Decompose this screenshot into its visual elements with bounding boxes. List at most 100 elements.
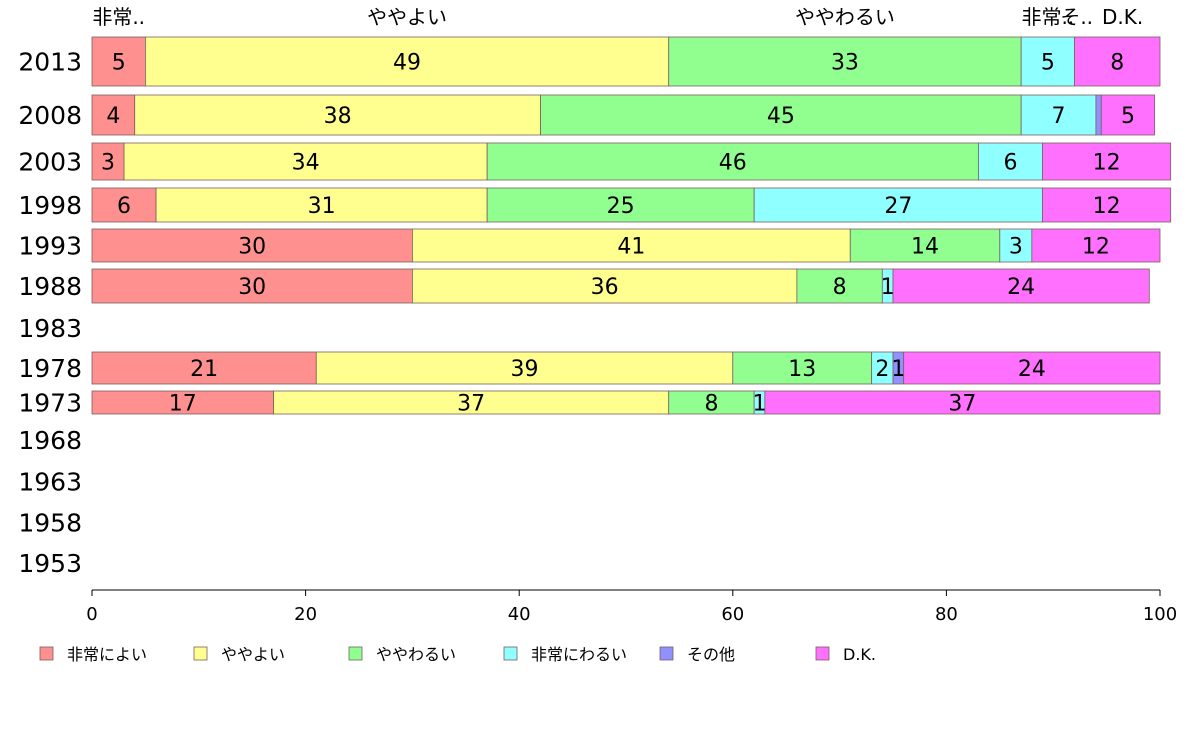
data-label: 37 <box>948 392 976 417</box>
data-label: 21 <box>190 357 218 382</box>
bar-segment <box>486 142 979 181</box>
bar-segment <box>764 390 1161 415</box>
legend-label: ややわるい <box>376 645 456 664</box>
x-tick-label: 0 <box>86 604 97 625</box>
x-tick-label: 40 <box>508 604 531 625</box>
year-label: 1978 <box>18 354 82 383</box>
bar-segment <box>144 36 670 87</box>
data-label: 41 <box>617 235 645 260</box>
data-label: 38 <box>324 104 352 129</box>
x-tick-label: 100 <box>1143 604 1177 625</box>
legend-label: D.K. <box>843 645 876 664</box>
data-label: 5 <box>1041 51 1055 76</box>
bar-segment <box>540 94 1022 136</box>
bar-segment <box>1042 187 1172 223</box>
legend-label: 非常にわるい <box>531 645 627 664</box>
data-label: 2 <box>875 357 889 382</box>
legend-swatch <box>659 646 674 661</box>
data-label: 4 <box>106 104 120 129</box>
bar-segment <box>999 228 1033 263</box>
data-label: 8 <box>704 392 718 417</box>
data-label: 36 <box>591 275 619 300</box>
data-label: 49 <box>393 51 421 76</box>
year-label: 2013 <box>18 48 82 77</box>
data-label: 30 <box>238 275 266 300</box>
data-label: 8 <box>833 275 847 300</box>
bar-segment <box>1042 142 1172 181</box>
data-label: 3 <box>101 151 115 176</box>
data-label: 1 <box>891 357 905 382</box>
data-label: 6 <box>117 194 131 219</box>
bar-segment <box>91 36 146 87</box>
bar-segment <box>91 268 413 304</box>
year-label: 1993 <box>18 232 82 261</box>
data-label: 6 <box>1003 151 1017 176</box>
year-label: 1983 <box>18 314 82 343</box>
data-label: 34 <box>292 151 320 176</box>
year-label: 1998 <box>18 191 82 220</box>
data-label: 37 <box>457 392 485 417</box>
data-label: 5 <box>1121 104 1135 129</box>
data-label: 39 <box>511 357 539 382</box>
x-tick-label: 80 <box>935 604 958 625</box>
year-label: 1968 <box>18 426 82 455</box>
bar-segment <box>486 187 755 223</box>
data-label: 30 <box>238 235 266 260</box>
data-label: 46 <box>719 151 747 176</box>
bar-segment <box>91 187 157 223</box>
year-axis-labels: 2013 2008 2003 1998 1993 1988 1983 1978 1973 1968… <box>18 48 82 579</box>
top-label: D.K. <box>1102 5 1143 29</box>
bar-segment <box>315 351 734 385</box>
year-label: 1958 <box>18 509 82 538</box>
legend-swatch <box>503 646 518 661</box>
bar-segment <box>978 142 1043 181</box>
data-label: 27 <box>884 194 912 219</box>
x-tick-label: 60 <box>721 604 744 625</box>
bar-segment <box>1074 36 1161 87</box>
bar-segment <box>134 94 541 136</box>
bar-segment <box>411 228 851 263</box>
bar-segment <box>91 142 125 181</box>
data-label: 1 <box>881 275 895 300</box>
top-label: ややよい <box>367 5 447 29</box>
data-label: 5 <box>112 51 126 76</box>
data-label: 33 <box>831 51 859 76</box>
data-label: 24 <box>1007 275 1035 300</box>
bar-segment <box>1020 94 1097 136</box>
bar-segment <box>892 268 1150 304</box>
bar-segment <box>903 351 1161 385</box>
year-label: 1953 <box>18 549 82 578</box>
x-tick-label: 20 <box>294 604 317 625</box>
data-label: 12 <box>1082 235 1110 260</box>
year-label: 2008 <box>18 101 82 130</box>
top-label: 非常.. <box>92 5 145 29</box>
x-axis: 0 20 40 60 80 100 <box>86 589 1177 625</box>
data-label: 17 <box>169 392 197 417</box>
legend-swatch <box>39 646 54 661</box>
legend-swatch <box>348 646 363 661</box>
data-label: 12 <box>1093 151 1121 176</box>
bar-segment <box>753 187 1043 223</box>
data-label: 12 <box>1093 194 1121 219</box>
data-label: 14 <box>911 235 939 260</box>
bar-segment <box>732 351 873 385</box>
legend-label: その他 <box>687 645 735 664</box>
bar-segment <box>1020 36 1075 87</box>
legend-label: 非常によい <box>67 645 147 664</box>
top-label: そ.. <box>1060 5 1093 29</box>
bar-segment <box>1031 228 1161 263</box>
top-label: ややわるい <box>795 5 895 29</box>
data-label: 25 <box>607 194 635 219</box>
bar-segment <box>1095 94 1102 136</box>
bar-segment <box>1100 94 1156 136</box>
data-label: 8 <box>1110 51 1124 76</box>
year-label: 1963 <box>18 468 82 497</box>
bar-segment <box>91 228 413 263</box>
top-series-labels: 非常.. ややよい ややわるい 非常..そ.. D.K. <box>92 5 1143 29</box>
legend-swatch <box>193 646 208 661</box>
bar-segment <box>123 142 488 181</box>
data-label: 31 <box>308 194 336 219</box>
data-label: 45 <box>767 104 795 129</box>
